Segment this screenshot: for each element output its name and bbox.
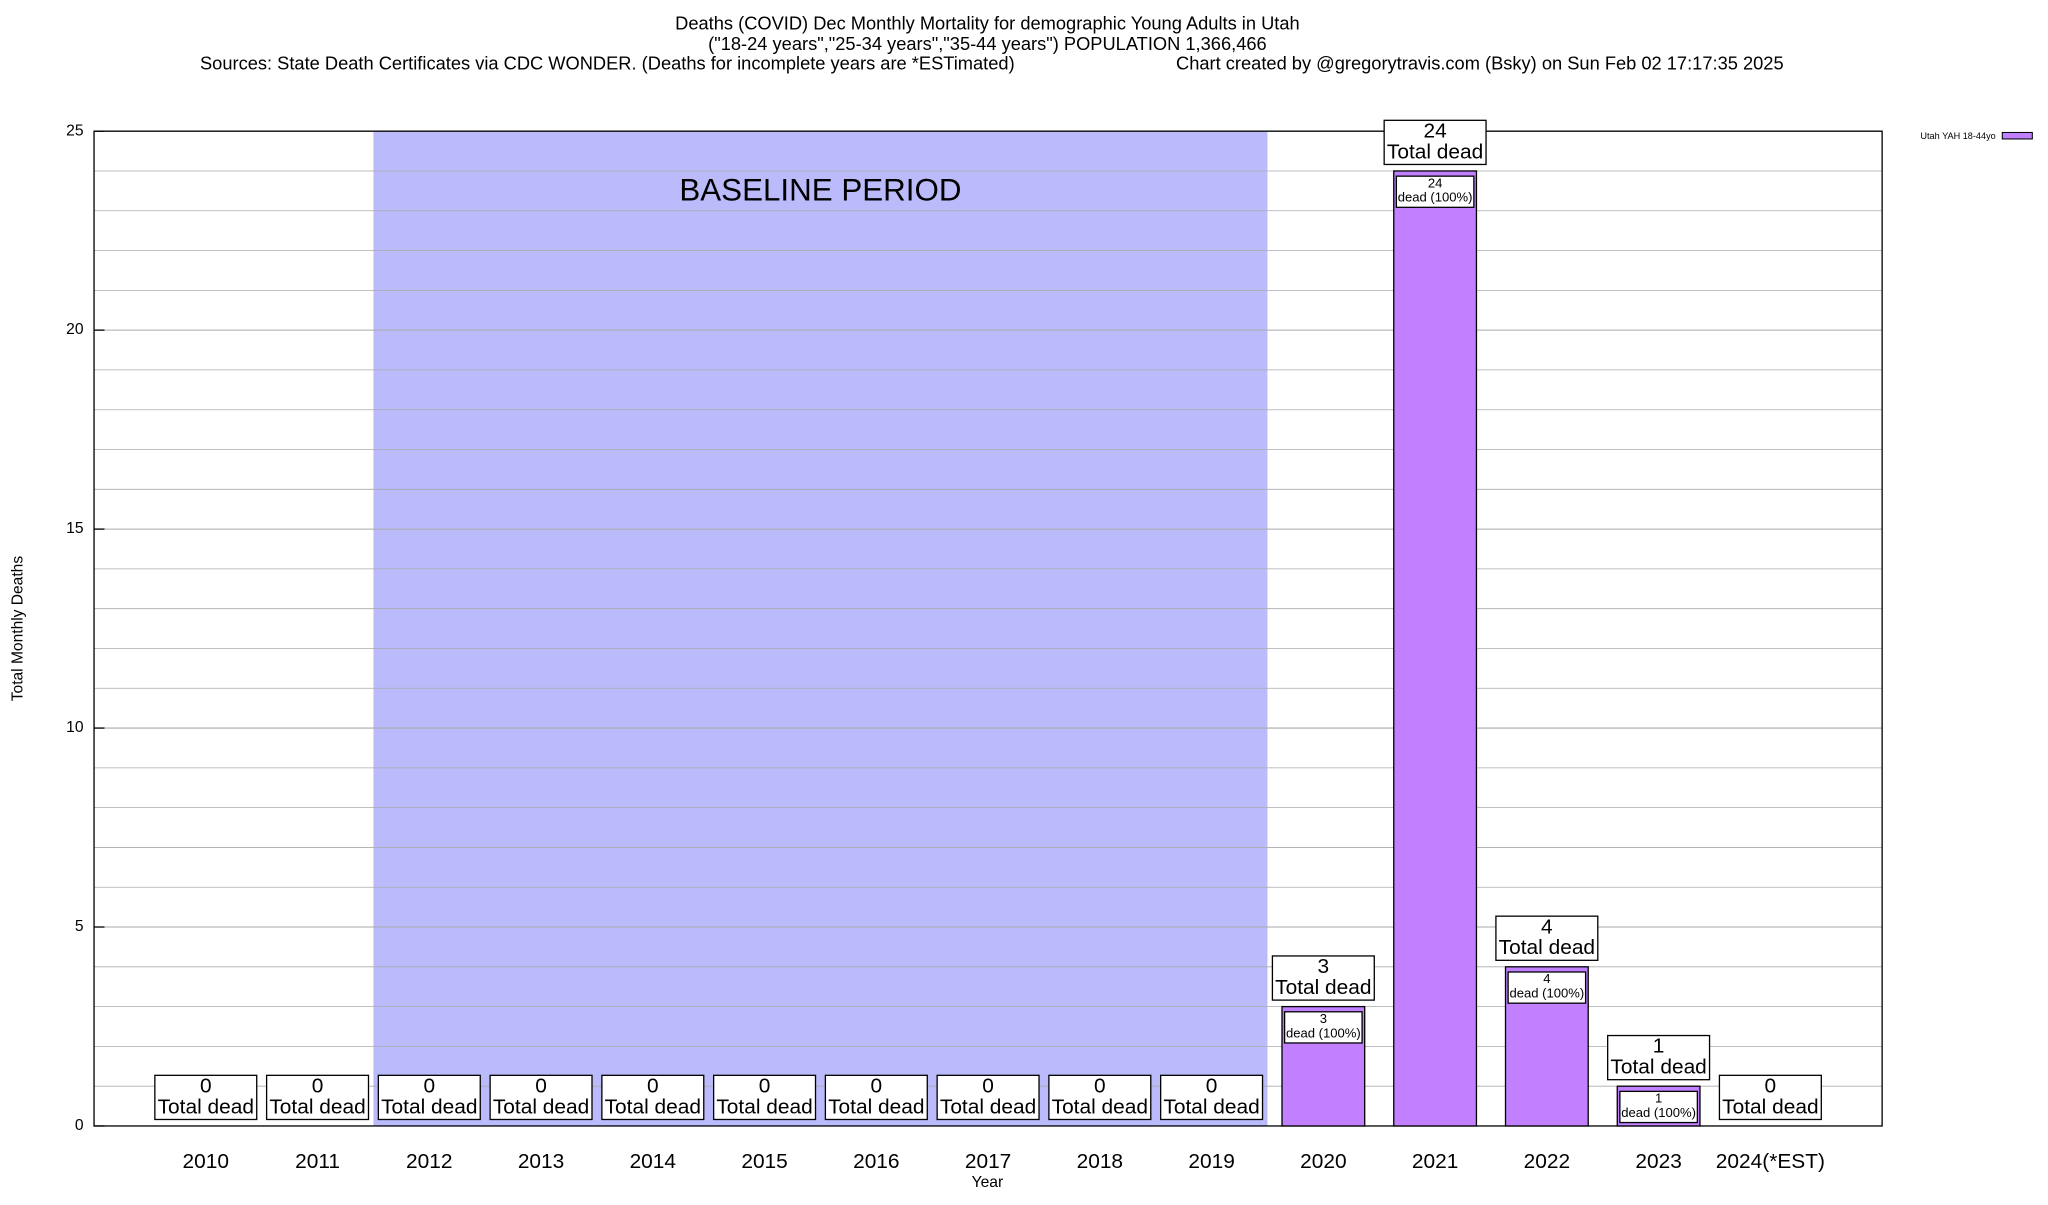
value-label-box — [601, 1074, 705, 1121]
y-tick-label: 5 — [75, 918, 84, 935]
value-label: 0 — [535, 1075, 547, 1098]
value-label: 0 — [200, 1075, 212, 1098]
y-tick-label: 20 — [66, 321, 84, 338]
y-tick-label: 25 — [66, 122, 84, 139]
value-label: 0 — [1765, 1075, 1777, 1098]
inner-label: dead (100%) — [1509, 986, 1584, 1001]
inner-value-label: 1 — [1655, 1091, 1662, 1106]
inner-label-box — [1395, 175, 1475, 208]
x-tick-label: 2022 — [1524, 1150, 1570, 1173]
inner-label-box — [1283, 1011, 1363, 1044]
inner-value-label: 3 — [1320, 1011, 1327, 1026]
plot-frame — [93, 130, 1883, 1127]
inner-label-box — [1507, 971, 1587, 1004]
total-label: Total dead — [1387, 140, 1483, 163]
value-label: 3 — [1318, 955, 1330, 978]
y-tick-label: 15 — [66, 520, 84, 537]
value-label-box — [265, 1074, 370, 1121]
value-label-box — [824, 1074, 928, 1121]
value-label-box — [1607, 1034, 1711, 1081]
total-label: Total dead — [1052, 1095, 1148, 1118]
total-label: Total dead — [1722, 1095, 1818, 1118]
y-tick-label: 10 — [66, 719, 84, 736]
value-label: 4 — [1541, 915, 1553, 938]
value-label-box — [1383, 119, 1487, 166]
y-tick-label: 0 — [75, 1117, 84, 1134]
x-tick-label: 2018 — [1077, 1150, 1123, 1173]
value-label: 0 — [647, 1075, 659, 1098]
credit: Chart created by @gregorytravis.com (Bsk… — [1176, 53, 1784, 74]
total-label: Total dead — [1499, 936, 1595, 959]
total-label: Total dead — [269, 1095, 365, 1118]
total-label: Total dead — [1275, 976, 1371, 999]
value-label-box — [936, 1074, 1040, 1121]
sources: Sources: State Death Certificates via CD… — [200, 53, 1015, 74]
x-tick-label: 2023 — [1635, 1150, 1681, 1173]
legend-swatch — [2001, 131, 2033, 140]
inner-label: dead (100%) — [1398, 190, 1473, 205]
value-label-box — [1718, 1074, 1822, 1121]
x-tick-label: 2021 — [1412, 1150, 1458, 1173]
total-label: Total dead — [940, 1095, 1036, 1118]
value-label: 1 — [1653, 1035, 1665, 1058]
value-label-box — [1159, 1074, 1264, 1121]
total-label: Total dead — [828, 1095, 924, 1118]
x-tick-label: 2016 — [853, 1150, 899, 1173]
x-tick-label: 2019 — [1188, 1150, 1234, 1173]
total-label: Total dead — [1163, 1095, 1259, 1118]
value-label: 0 — [423, 1075, 435, 1098]
x-tick-label: 2012 — [406, 1150, 452, 1173]
value-label-box — [712, 1074, 817, 1121]
x-tick-label: 2020 — [1300, 1150, 1346, 1173]
x-tick-label: 2014 — [630, 1150, 676, 1173]
inner-label: dead (100%) — [1621, 1105, 1696, 1120]
inner-label: dead (100%) — [1286, 1025, 1361, 1040]
inner-value-label: 24 — [1428, 175, 1443, 190]
chart-subtitle: ("18-24 years","25-34 years","35-44 year… — [708, 33, 1267, 54]
value-label: 0 — [312, 1075, 324, 1098]
total-label: Total dead — [716, 1095, 812, 1118]
value-label-box — [1271, 955, 1375, 1001]
baseline-label: BASELINE PERIOD — [679, 173, 961, 208]
value-label: 0 — [1206, 1075, 1218, 1098]
total-label: Total dead — [158, 1095, 254, 1118]
value-label-box — [1495, 915, 1599, 961]
x-tick-label: 2017 — [965, 1150, 1011, 1173]
value-label: 24 — [1423, 120, 1446, 143]
baseline-region — [373, 131, 1268, 1126]
x-axis-label: Year — [972, 1174, 1004, 1191]
value-label: 0 — [871, 1075, 883, 1098]
inner-label-box — [1619, 1090, 1699, 1124]
total-label: Total dead — [605, 1095, 701, 1118]
value-label-box — [154, 1074, 258, 1121]
x-tick-label: 2015 — [741, 1150, 787, 1173]
x-tick-label: 2010 — [183, 1150, 229, 1173]
value-label: 0 — [1094, 1075, 1106, 1098]
total-label: Total dead — [493, 1095, 589, 1118]
x-tick-label: 2024(*EST) — [1716, 1150, 1825, 1173]
y-axis-label: Total Monthly Deaths — [9, 556, 26, 702]
value-label-box — [1048, 1074, 1152, 1121]
inner-value-label: 4 — [1543, 971, 1550, 986]
x-tick-label: 2013 — [518, 1150, 564, 1173]
total-label: Total dead — [1610, 1056, 1706, 1079]
x-tick-label: 2011 — [295, 1150, 340, 1173]
total-label: Total dead — [381, 1095, 477, 1118]
value-label: 0 — [982, 1075, 994, 1098]
legend-label: Utah YAH 18-44yo — [1920, 131, 1995, 141]
chart-title: Deaths (COVID) Dec Monthly Mortality for… — [675, 13, 1300, 34]
value-label-box — [489, 1074, 593, 1121]
bar — [1393, 170, 1478, 1127]
value-label-box — [377, 1074, 481, 1121]
value-label: 0 — [759, 1075, 771, 1098]
